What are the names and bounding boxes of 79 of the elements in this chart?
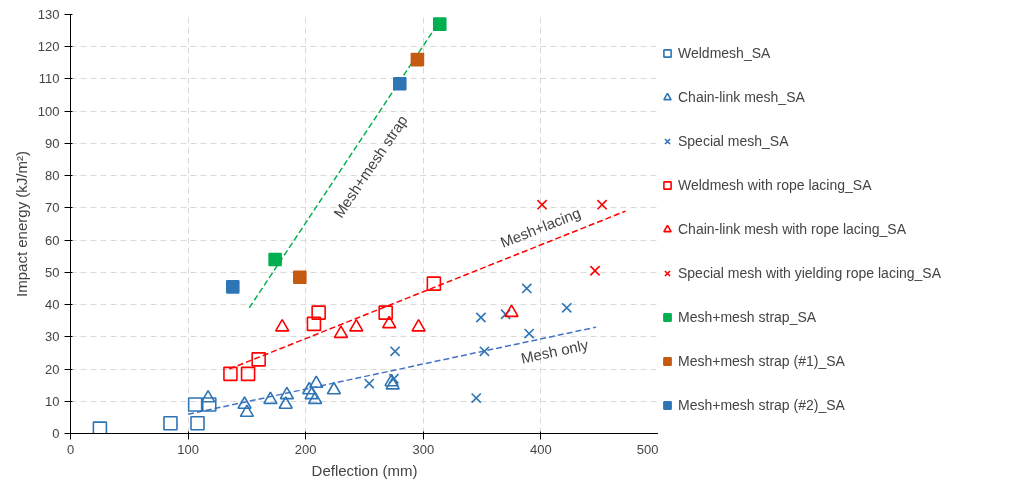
legend-label: Chain-link mesh_SA	[678, 89, 805, 105]
point	[589, 265, 601, 277]
point	[521, 283, 533, 294]
point	[596, 199, 608, 211]
legend-label: Mesh+mesh strap (#1)_SA	[678, 353, 845, 369]
point	[381, 315, 397, 329]
point	[536, 199, 548, 211]
legend-label: Special mesh with yielding rope lacing_SA	[678, 265, 942, 281]
point	[504, 304, 519, 318]
point	[500, 308, 512, 320]
point	[225, 280, 240, 294]
point	[333, 325, 349, 339]
point	[378, 305, 393, 320]
point	[410, 52, 425, 67]
y-axis-title: Impact energy (kJ/m²)	[12, 151, 30, 297]
legend-label: Weldmesh with rope lacing_SA	[678, 177, 872, 193]
point	[293, 270, 307, 284]
point	[163, 415, 178, 431]
point	[201, 397, 217, 412]
legend-label: Mesh+mesh strap_SA	[678, 309, 817, 325]
point	[304, 386, 319, 400]
y-tick-label: 0	[52, 426, 60, 441]
point	[251, 352, 266, 367]
point	[278, 396, 294, 410]
y-tick-label: 130	[37, 7, 60, 22]
point	[279, 386, 295, 400]
legend-label: Chain-link mesh with rope lacing_SA	[678, 221, 906, 237]
point	[389, 345, 401, 357]
y-tick-label: 10	[45, 393, 60, 409]
legend-label: Special mesh_SA	[678, 133, 789, 149]
point	[187, 397, 203, 412]
x-tick-label: 100	[177, 441, 199, 457]
legend-label: Mesh+mesh strap (#2)_SA	[678, 397, 845, 413]
point	[479, 345, 490, 357]
point	[190, 415, 205, 431]
point	[223, 366, 238, 382]
x-tick-label: 0	[66, 441, 75, 457]
y-tick-label: 100	[37, 103, 60, 119]
x-tick-label: 200	[294, 441, 317, 457]
point	[263, 391, 278, 405]
y-tick-label: 110	[38, 71, 60, 87]
point	[470, 392, 482, 404]
point	[268, 252, 282, 267]
point	[348, 318, 364, 332]
y-tick-label: 90	[45, 135, 60, 151]
x-tick-label: 500	[636, 441, 659, 457]
point	[301, 381, 317, 395]
x-tick-label: 400	[530, 441, 552, 457]
point	[432, 17, 447, 31]
point	[363, 378, 375, 389]
x-tick-label: 300	[412, 441, 435, 457]
point	[239, 404, 255, 418]
y-tick-label: 50	[45, 264, 60, 280]
y-tick-label: 30	[45, 329, 60, 345]
point	[411, 318, 426, 332]
point	[523, 328, 535, 339]
legend-label: Weldmesh_SA	[678, 45, 771, 61]
point	[326, 381, 342, 395]
point	[237, 396, 252, 410]
y-tick-label: 20	[45, 361, 60, 377]
y-tick-label: 80	[45, 168, 60, 184]
point	[561, 302, 573, 314]
point	[311, 305, 326, 320]
point	[240, 366, 256, 382]
y-tick-label: 120	[37, 39, 60, 55]
point	[392, 77, 407, 91]
y-tick-label: 70	[45, 200, 60, 216]
point	[92, 421, 108, 434]
point	[307, 391, 323, 405]
x-axis-title: Deflection (mm)	[311, 461, 418, 479]
point	[426, 276, 442, 291]
point	[475, 312, 487, 323]
point	[308, 375, 324, 389]
y-tick-label: 40	[45, 297, 60, 313]
y-tick-label: 60	[45, 232, 60, 248]
annotation: Mesh only	[519, 335, 591, 367]
point	[306, 316, 322, 332]
point	[274, 318, 290, 332]
point	[388, 373, 400, 385]
